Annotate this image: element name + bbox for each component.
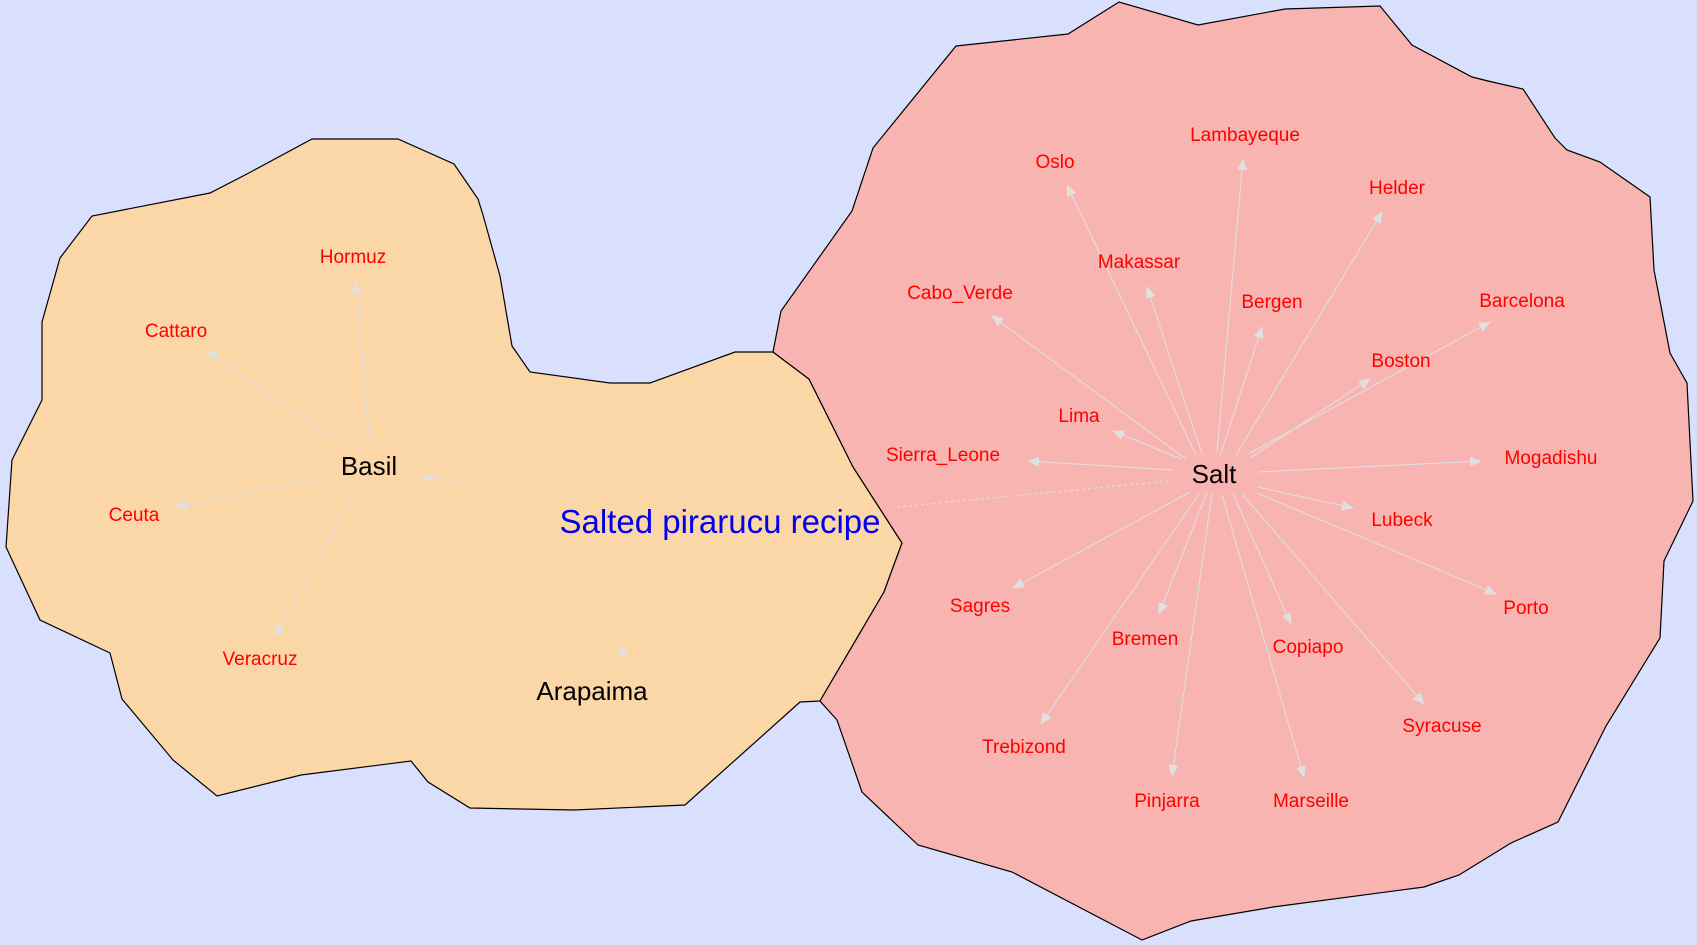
leaf-label-helder: Helder bbox=[1369, 178, 1426, 199]
leaf-label-cattaro: Cattaro bbox=[145, 321, 207, 342]
leaf-label-mogadishu: Mogadishu bbox=[1505, 448, 1598, 469]
edge-salt-helder bbox=[1235, 211, 1383, 456]
edge-salt-cabo-verde bbox=[991, 315, 1187, 460]
leaf-label-copiapo: Copiapo bbox=[1273, 637, 1344, 658]
leaf-label-lubeck: Lubeck bbox=[1371, 510, 1433, 531]
edge-salt-porto bbox=[1256, 492, 1497, 595]
leaf-label-cabo-verde: Cabo_Verde bbox=[907, 283, 1013, 304]
edge-salt-lima bbox=[1112, 430, 1182, 460]
leaf-label-hormuz: Hormuz bbox=[320, 247, 387, 268]
leaf-label-oslo: Oslo bbox=[1035, 152, 1074, 173]
diagram-title: Salted pirarucu recipe bbox=[559, 503, 880, 540]
edge-salt-sierra-leone bbox=[1027, 456, 1174, 471]
hub-label-arapaima: Arapaima bbox=[536, 676, 648, 706]
hub-label-salt: Salt bbox=[1192, 459, 1238, 489]
edge-salt-bergen bbox=[1219, 326, 1264, 457]
edge-title-basil bbox=[422, 473, 561, 491]
hub-label-basil: Basil bbox=[341, 451, 397, 481]
edge-salt-makassar bbox=[1145, 286, 1203, 455]
leaf-label-trebizond: Trebizond bbox=[982, 737, 1066, 758]
edge-salt-bremen bbox=[1158, 491, 1208, 615]
edge-basil-cattaro bbox=[206, 349, 334, 441]
leaf-label-bremen: Bremen bbox=[1112, 629, 1179, 650]
edge-basil-veracruz bbox=[274, 492, 355, 638]
edge-salt-boston bbox=[1249, 378, 1371, 459]
edge-salt-sagres bbox=[1012, 491, 1191, 589]
leaf-label-porto: Porto bbox=[1503, 598, 1548, 619]
edge-salt-trebizond bbox=[1040, 493, 1200, 725]
leaf-label-ceuta: Ceuta bbox=[109, 505, 160, 526]
edge-salt-mogadishu bbox=[1258, 456, 1482, 473]
leaf-label-sierra-leone: Sierra_Leone bbox=[886, 445, 1000, 466]
leaf-label-lima: Lima bbox=[1058, 406, 1100, 427]
edge-basil-hormuz bbox=[351, 281, 370, 438]
edge-salt-marseille bbox=[1221, 494, 1306, 778]
leaf-label-sagres: Sagres bbox=[950, 596, 1010, 617]
leaf-label-syracuse: Syracuse bbox=[1402, 716, 1481, 737]
edge-salt-syracuse bbox=[1241, 493, 1425, 705]
edge-salt-lubeck bbox=[1256, 486, 1354, 511]
leaf-label-barcelona: Barcelona bbox=[1479, 291, 1565, 312]
leaf-label-boston: Boston bbox=[1371, 351, 1430, 372]
edge-salt-lambayeque bbox=[1216, 158, 1248, 453]
basil-arapaima-region bbox=[5, 138, 903, 811]
leaf-label-marseille: Marseille bbox=[1273, 791, 1349, 812]
edge-salt-copiapo bbox=[1232, 493, 1292, 625]
leaf-label-pinjarra: Pinjarra bbox=[1134, 791, 1200, 812]
edge-salt-pinjarra bbox=[1168, 493, 1213, 777]
leaf-label-lambayeque: Lambayeque bbox=[1190, 125, 1300, 146]
leaf-label-bergen: Bergen bbox=[1241, 292, 1302, 313]
leaf-label-makassar: Makassar bbox=[1098, 252, 1181, 273]
edge-layer bbox=[174, 158, 1497, 778]
leaf-label-veracruz: Veracruz bbox=[223, 649, 298, 670]
salt-region bbox=[772, 1, 1694, 941]
edge-basil-ceuta bbox=[174, 477, 323, 510]
edge-title-arapaima bbox=[616, 648, 627, 661]
edge-salt-oslo bbox=[1066, 184, 1197, 456]
